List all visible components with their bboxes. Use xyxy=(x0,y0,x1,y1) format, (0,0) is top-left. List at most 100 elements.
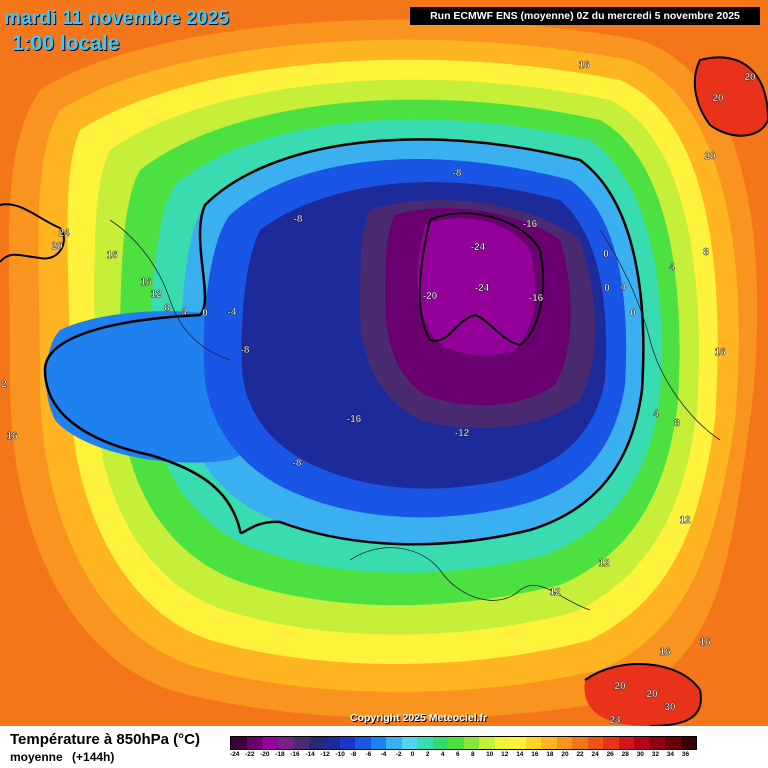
contour-value-label: 12 xyxy=(549,587,561,598)
scale-swatch xyxy=(618,737,634,749)
scale-tick-label: 14 xyxy=(516,751,524,758)
scale-swatch xyxy=(370,737,386,749)
contour-20-east xyxy=(693,56,768,137)
subtitle-mean: moyenne xyxy=(10,750,63,764)
contour-value-label: 16 xyxy=(140,277,152,288)
contour-value-label: 20 xyxy=(646,689,658,700)
scale-tick-label: -16 xyxy=(290,751,300,758)
scale-tick-label: -12 xyxy=(320,751,330,758)
contour-value-label: -24 xyxy=(475,283,490,294)
scale-tick-label: -24 xyxy=(230,751,240,758)
contour-value-label: 4 xyxy=(181,307,187,318)
warm-patch-east xyxy=(694,57,768,136)
subtitle-lead: (+144h) xyxy=(72,750,115,764)
temperature-map: -24-24-20-16-16-16-12-8-8-8-8-4048121616… xyxy=(0,0,768,726)
contour-value-label: 8 xyxy=(674,418,680,429)
contour-value-label: -20 xyxy=(423,291,438,302)
contour-value-label: 12 xyxy=(598,558,610,569)
contour-value-label: 0 xyxy=(202,308,208,319)
contour-value-label: -8 xyxy=(241,345,250,356)
scale-tick-label: 10 xyxy=(486,751,494,758)
map-subtitle: moyenne (+144h) xyxy=(10,750,120,764)
contour-value-label: 0 xyxy=(603,249,609,260)
contour-value-label: 20 xyxy=(704,151,716,162)
scale-tick-label: -20 xyxy=(260,751,270,758)
color-scale-ticks: -24 -22 -20 -18 -16 -14 -12 -10 -8 -6 -4 -2 0 2 4 6 8 10 1… xyxy=(230,751,697,758)
contour-value-label: -24 xyxy=(471,242,486,253)
contour-value-label: 12 xyxy=(679,515,691,526)
scale-swatch xyxy=(246,737,262,749)
scale-tick-label: -22 xyxy=(245,751,255,758)
color-scale xyxy=(230,736,697,750)
contour-value-label: 20 xyxy=(51,241,63,252)
contour-value-label: -4 xyxy=(228,307,237,318)
scale-swatch xyxy=(510,737,526,749)
run-info-banner: Run ECMWF ENS (moyenne) 0Z du mercredi 5… xyxy=(410,7,760,25)
contour-20-south xyxy=(584,663,702,726)
scale-swatch xyxy=(262,737,278,749)
scale-swatch xyxy=(634,737,650,749)
contour-value-label: 16 xyxy=(578,60,590,71)
contour-value-label: -8 xyxy=(293,458,302,469)
scale-tick-label: 36 xyxy=(681,751,690,758)
coastline-europe xyxy=(349,547,591,611)
coastline-america xyxy=(109,219,231,361)
scale-swatch xyxy=(541,737,557,749)
contour-value-label: 24 xyxy=(58,228,70,239)
scale-swatch xyxy=(277,737,293,749)
scale-tick-label: 24 xyxy=(591,751,599,758)
valid-date: mardi 11 novembre 2025 xyxy=(4,8,230,29)
scale-swatch xyxy=(680,737,696,749)
scale-swatch xyxy=(603,737,619,749)
scale-tick-label: 2 xyxy=(425,751,430,758)
scale-swatch xyxy=(525,737,541,749)
contour-minus20 xyxy=(418,212,545,347)
legend-footer: Température à 850hPa (°C) moyenne (+144h… xyxy=(0,726,768,768)
contour-value-label: 2 xyxy=(1,379,7,390)
contour-value-label: 8 xyxy=(703,247,709,258)
scale-tick-label: 32 xyxy=(651,751,659,758)
scale-swatch xyxy=(339,737,355,749)
scale-tick-label: 28 xyxy=(621,751,629,758)
scale-tick-label: 16 xyxy=(531,751,539,758)
scale-tick-label: 6 xyxy=(455,751,460,758)
contour-value-label: -8 xyxy=(453,168,462,179)
scale-tick-label: 20 xyxy=(561,751,569,758)
contour-value-label: 16 xyxy=(106,250,118,261)
scale-swatch xyxy=(386,737,402,749)
scale-tick-label: 22 xyxy=(576,751,584,758)
coastline-asia xyxy=(599,229,721,441)
scale-tick-label: -18 xyxy=(275,751,285,758)
contour-value-label: 4 xyxy=(620,282,626,293)
scale-tick-label: 4 xyxy=(440,751,445,758)
contour-labels: -24-24-20-16-16-16-12-8-8-8-8-4048121616… xyxy=(1,60,756,726)
scale-swatch xyxy=(479,737,495,749)
contour-value-label: -16 xyxy=(523,219,538,230)
scale-swatch xyxy=(572,737,588,749)
scale-tick-label: -10 xyxy=(335,751,345,758)
band-minus24 xyxy=(417,218,535,356)
scale-swatch xyxy=(463,737,479,749)
scale-swatch xyxy=(494,737,510,749)
scale-tick-label: 8 xyxy=(471,751,475,758)
contour-value-label: -12 xyxy=(455,428,470,439)
contour-value-label: -16 xyxy=(347,414,362,425)
valid-time: 1:00 locale xyxy=(12,32,120,55)
contour-0 xyxy=(43,138,645,546)
contour-value-label: 16 xyxy=(659,647,671,658)
scale-tick-label: 34 xyxy=(666,751,675,758)
scale-swatch xyxy=(231,737,247,749)
contour-value-label: 30 xyxy=(664,702,676,713)
scale-tick-label: 30 xyxy=(636,751,644,758)
contour-value-label: 4 xyxy=(669,262,675,273)
contour-value-label: 16 xyxy=(714,347,726,358)
scale-tick-label: 18 xyxy=(546,751,554,758)
scale-swatch xyxy=(308,737,324,749)
scale-swatch xyxy=(355,737,371,749)
map-title: Température à 850hPa (°C) xyxy=(10,731,200,748)
scale-swatch xyxy=(432,737,448,749)
scale-swatch xyxy=(665,737,681,749)
scale-tick-label: 26 xyxy=(606,751,614,758)
scale-swatch xyxy=(448,737,464,749)
